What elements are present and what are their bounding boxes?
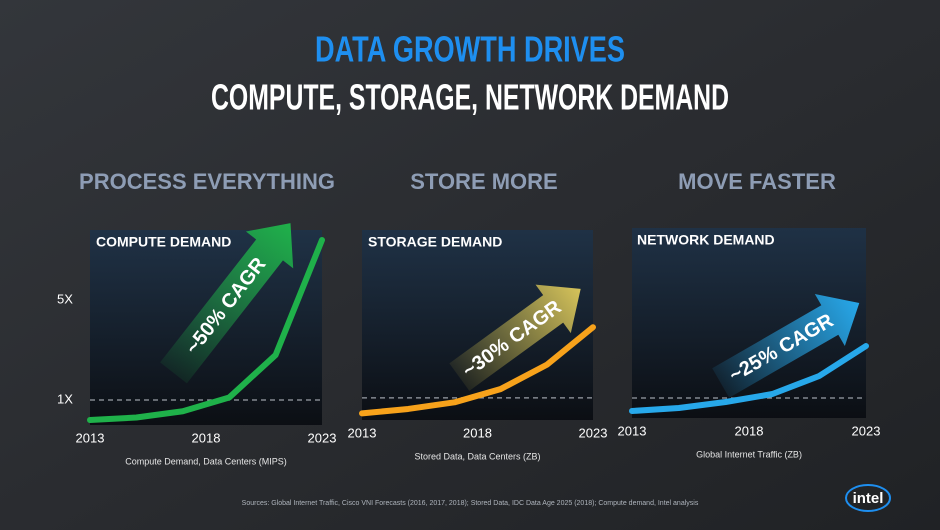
x-axis-label: Global Internet Traffic (ZB): [696, 449, 802, 459]
y-tick-label: 1X: [57, 391, 73, 406]
arrow-shape: [449, 284, 581, 391]
logo: intel: [853, 490, 884, 507]
panel-title: COMPUTE DEMAND: [96, 234, 231, 250]
arrow-shape: [160, 223, 294, 384]
arrow-shape: [712, 294, 860, 398]
panel-title: STORAGE DEMAND: [368, 234, 502, 250]
y-tick-label: 5X: [57, 291, 73, 306]
x-tick-label: 2023: [852, 423, 881, 438]
data-line: [87, 237, 325, 423]
title: COMPUTE, STORAGE, NETWORK DEMAND: [211, 77, 729, 118]
section-heading: PROCESS EVERYTHING: [79, 169, 335, 194]
x-tick-label: 2018: [735, 423, 764, 438]
x-tick-label: 2013: [76, 430, 105, 445]
data-line: [359, 324, 596, 417]
data-line: [629, 343, 869, 414]
chart-panel: STORE MORE STORAGE DEMAND 2013 2018 2023 Stor…: [348, 169, 608, 462]
chart-panel: PROCESS EVERYTHING COMPUTE DEMAND 1X 5X 2013…: [57, 169, 336, 467]
panel-title: NETWORK DEMAND: [637, 232, 775, 248]
source-note: Sources: Global Internet Traffic, Cisco …: [242, 500, 699, 507]
chart-panel: MOVE FASTER NETWORK DEMAND 2013 2018 2023 Glo…: [618, 169, 881, 460]
logo-ring: [845, 484, 891, 512]
x-tick-label: 2023: [308, 430, 337, 445]
x-tick-label: 2023: [579, 425, 608, 440]
x-tick-label: 2013: [348, 425, 377, 440]
title: DATA GROWTH DRIVES: [315, 29, 625, 70]
x-axis-label: Compute Demand, Data Centers (MIPS): [125, 456, 287, 466]
x-tick-label: 2018: [192, 430, 221, 445]
x-tick-label: 2018: [463, 425, 492, 440]
x-tick-label: 2013: [618, 423, 647, 438]
section-heading: MOVE FASTER: [678, 169, 836, 194]
section-heading: STORE MORE: [410, 169, 558, 194]
x-axis-label: Stored Data, Data Centers (ZB): [414, 451, 540, 461]
